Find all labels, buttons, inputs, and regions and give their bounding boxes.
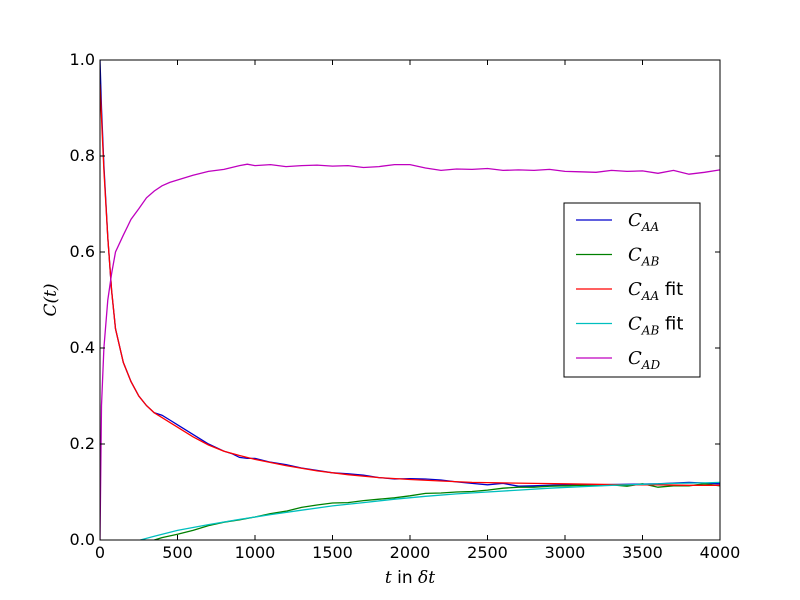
series-line-2 [100, 83, 720, 486]
legend-label-4: CAD [628, 348, 660, 372]
x-tick-label-0: 0 [95, 543, 105, 562]
y-tick-label-3: 0.6 [70, 242, 95, 261]
tick-layer [99, 59, 721, 541]
x-tick-label-7: 3500 [622, 543, 663, 562]
y-tick-labels: 0.0 0.2 0.4 0.6 0.8 1.0 [70, 50, 95, 549]
x-axis-label-mid: in [392, 568, 418, 588]
x-tick-label-5: 2500 [467, 543, 508, 562]
x-tick-labels: 0 500 1000 1500 2000 2500 3000 3500 4000 [95, 543, 740, 562]
x-axis-label: t in δt [385, 568, 435, 588]
x-tick-label-8: 4000 [700, 543, 741, 562]
x-tick-label-4: 2000 [390, 543, 431, 562]
x-axis-label-var: t [385, 568, 392, 588]
y-axis-label: C(t) [41, 283, 61, 316]
legend-label-1: CAB [628, 245, 659, 269]
series-line-3 [140, 481, 720, 540]
y-tick-label-5: 1.0 [70, 50, 95, 69]
y-tick-label-0: 0.0 [70, 530, 95, 549]
legend: CAA CAB CAA fit CAB fit CAD [563, 202, 701, 378]
x-tick-label-6: 3000 [545, 543, 586, 562]
x-tick-label-3: 1500 [312, 543, 353, 562]
x-tick-label-2: 1000 [235, 543, 276, 562]
legend-box [563, 202, 701, 378]
y-tick-label-1: 0.2 [70, 434, 95, 453]
legend-label-0: CAA [628, 210, 659, 234]
x-tick-label-1: 500 [162, 543, 193, 562]
legend-label-3: CAB fit [628, 314, 683, 338]
series-layer [100, 60, 720, 540]
series-line-4 [100, 163, 720, 540]
y-tick-label-2: 0.4 [70, 338, 95, 357]
y-tick-label-4: 0.8 [70, 146, 95, 165]
legend-label-2: CAA fit [628, 279, 683, 303]
x-axis-label-unit: δt [418, 568, 435, 588]
